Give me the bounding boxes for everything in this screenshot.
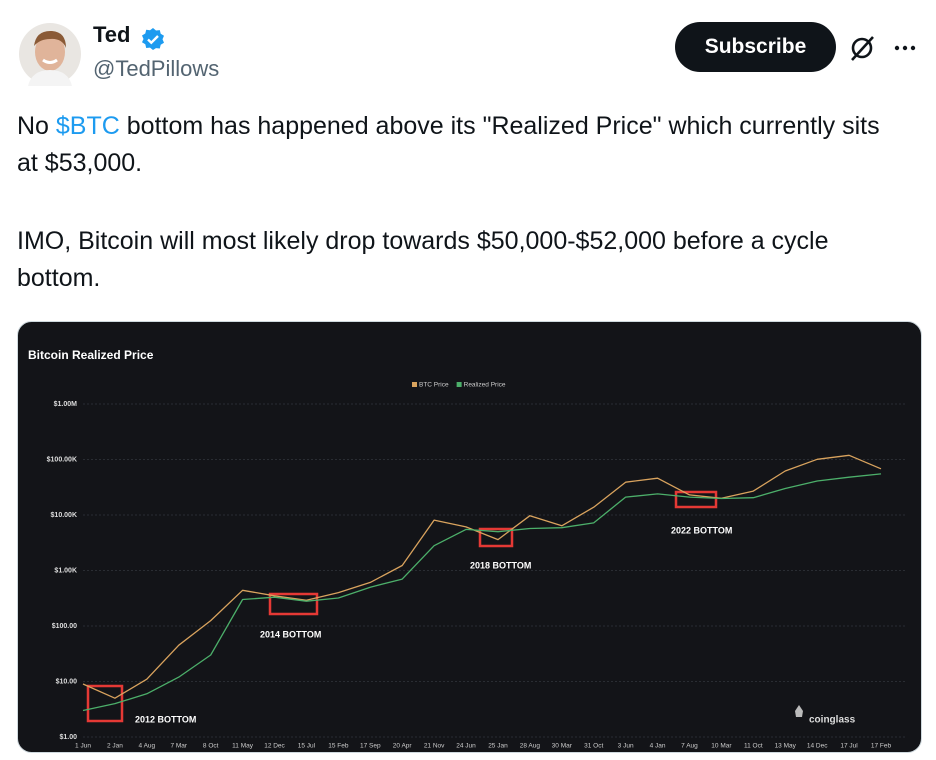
x-tick-label: 2 Jan <box>107 743 123 750</box>
x-tick-label: 12 Dec <box>264 743 285 750</box>
x-tick-label: 31 Oct <box>584 743 603 750</box>
x-tick-label: 7 Aug <box>681 743 698 750</box>
x-tick-label: 20 Apr <box>393 743 413 750</box>
author-name[interactable]: Ted <box>93 22 131 47</box>
x-tick-label: 30 Mar <box>552 743 573 750</box>
x-tick-label: 8 Oct <box>203 743 219 750</box>
tweet-text: No $BTC bottom has happened above its "R… <box>17 108 902 182</box>
legend-swatch <box>456 382 462 387</box>
x-tick-label: 10 Mar <box>711 743 732 750</box>
cashtag-link[interactable]: $BTC <box>55 112 120 140</box>
y-tick-label: $1.00K <box>54 567 77 574</box>
text: bottom has happened above its "Realized … <box>17 112 880 177</box>
y-tick-label: $10.00 <box>56 678 78 685</box>
x-tick-label: 3 Jun <box>618 743 634 750</box>
highlight-boxes <box>86 490 718 723</box>
legend-swatch <box>412 382 417 387</box>
series-line <box>82 454 882 699</box>
x-tick-label: 28 Aug <box>520 743 541 750</box>
text: No <box>17 112 56 140</box>
x-tick-label: 17 Jul <box>840 743 858 750</box>
watermark: coinglass <box>809 715 856 726</box>
chart-image[interactable]: Bitcoin Realized Price 2012 BOTTOM 2014 … <box>17 321 922 753</box>
y-tick-label: $100.00K <box>47 456 77 463</box>
legend-label: BTC Price <box>419 382 449 389</box>
x-tick-label: 4 Aug <box>139 743 156 750</box>
y-tick-label: $10.00K <box>51 512 77 519</box>
y-tick-label: $1.00 <box>59 734 77 741</box>
x-tick-label: 24 Jun <box>456 743 476 750</box>
tweet-text: IMO, Bitcoin will most likely drop towar… <box>17 227 829 292</box>
legend-label: Realized Price <box>464 382 506 389</box>
x-tick-label: 13 May <box>775 743 797 750</box>
x-tick-label: 25 Jan <box>488 743 508 750</box>
x-tick-label: 11 Oct <box>744 743 763 750</box>
x-tick-label: 17 Feb <box>871 743 892 750</box>
x-tick-label: 7 Mar <box>170 743 187 750</box>
annotation: 2012 BOTTOM <box>135 714 196 724</box>
x-tick-label: 11 May <box>232 743 254 750</box>
author-handle[interactable]: @TedPillows <box>93 56 220 81</box>
annotation: 2014 BOTTOM <box>260 629 321 639</box>
more-icon[interactable] <box>893 38 919 58</box>
annotation: 2022 BOTTOM <box>671 525 732 535</box>
grok-icon[interactable] <box>848 33 878 63</box>
y-tick-label: $100.00 <box>52 623 77 630</box>
chart-title: Bitcoin Realized Price <box>28 348 154 362</box>
x-tick-label: 15 Jul <box>298 743 316 750</box>
verified-badge <box>142 28 164 50</box>
y-tick-label: $1.00M <box>54 401 78 408</box>
avatar[interactable] <box>18 22 82 86</box>
subscribe-button[interactable]: Subscribe <box>675 22 836 72</box>
x-tick-label: 14 Dec <box>807 743 828 750</box>
x-tick-label: 17 Sep <box>360 743 381 750</box>
x-tick-label: 4 Jan <box>650 743 666 750</box>
x-tick-label: 15 Feb <box>328 743 349 750</box>
x-tick-label: 1 Jun <box>75 743 91 750</box>
series-line <box>82 473 882 712</box>
x-tick-label: 21 Nov <box>424 743 445 750</box>
watermark-logo <box>795 705 803 717</box>
annotation: 2018 BOTTOM <box>470 560 531 570</box>
